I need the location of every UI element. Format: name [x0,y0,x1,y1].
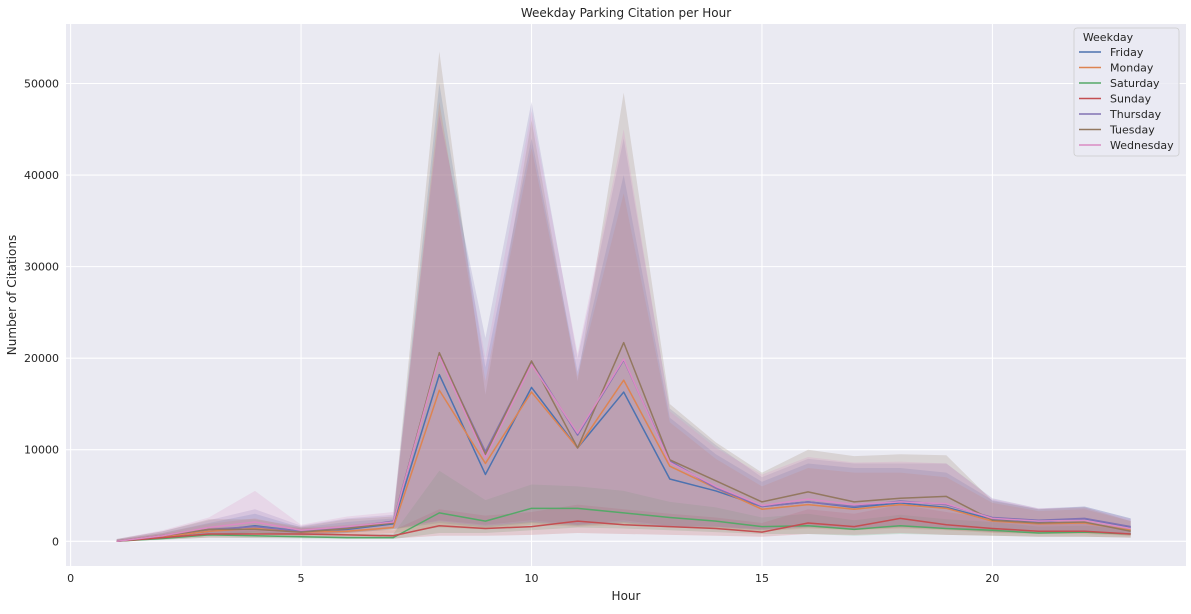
confidence-band-wednesday [116,110,1131,542]
confidence-bands [116,51,1131,542]
legend-title: Weekday [1083,31,1134,44]
x-tick-label: 0 [67,572,74,585]
legend-label-friday: Friday [1110,46,1144,59]
series-line-sunday [116,517,1131,543]
series-line-wednesday [116,355,1131,543]
confidence-band-friday [116,83,1131,542]
x-axis-title: Hour [612,589,641,603]
legend-label-tuesday: Tuesday [1109,124,1155,137]
y-tick-labels: 0 10000 20000 30000 40000 50000 [24,78,59,549]
x-tick-label: 5 [298,572,305,585]
legend-label-monday: Monday [1110,62,1154,75]
legend-label-sunday: Sunday [1110,93,1152,106]
chart-title: Weekday Parking Citation per Hour [521,6,731,20]
y-tick-label: 50000 [24,78,59,91]
series-line-tuesday [116,341,1131,543]
x-tick-label: 15 [755,572,769,585]
y-tick-label: 40000 [24,169,59,182]
legend-label-thursday: Thursday [1109,108,1162,121]
grid-lines [66,24,1186,566]
confidence-band-thursday [116,101,1131,542]
y-tick-label: 10000 [24,444,59,457]
x-tick-label: 10 [525,572,539,585]
series-line-saturday [116,507,1131,543]
confidence-band-monday [116,101,1131,542]
y-axis-title: Number of Citations [5,235,19,355]
legend-label-wednesday: Wednesday [1110,139,1174,152]
legend-items: Friday Monday Saturday Sunday Thursday Tuesda… [1079,46,1174,152]
plot-background [66,24,1186,566]
confidence-band-sunday [116,504,1131,542]
series-lines [116,341,1131,543]
legend-label-saturday: Saturday [1110,77,1160,90]
confidence-band-saturday [116,470,1131,542]
y-tick-label: 20000 [24,352,59,365]
x-tick-labels: 0 5 10 15 20 [67,572,999,585]
legend: Weekday Friday Monday Saturday Sunday Thursd… [1073,27,1180,157]
confidence-band-tuesday [116,51,1131,542]
y-tick-label: 30000 [24,261,59,274]
y-tick-label: 0 [52,535,59,548]
x-tick-label: 20 [985,572,999,585]
legend-box [1073,27,1180,157]
